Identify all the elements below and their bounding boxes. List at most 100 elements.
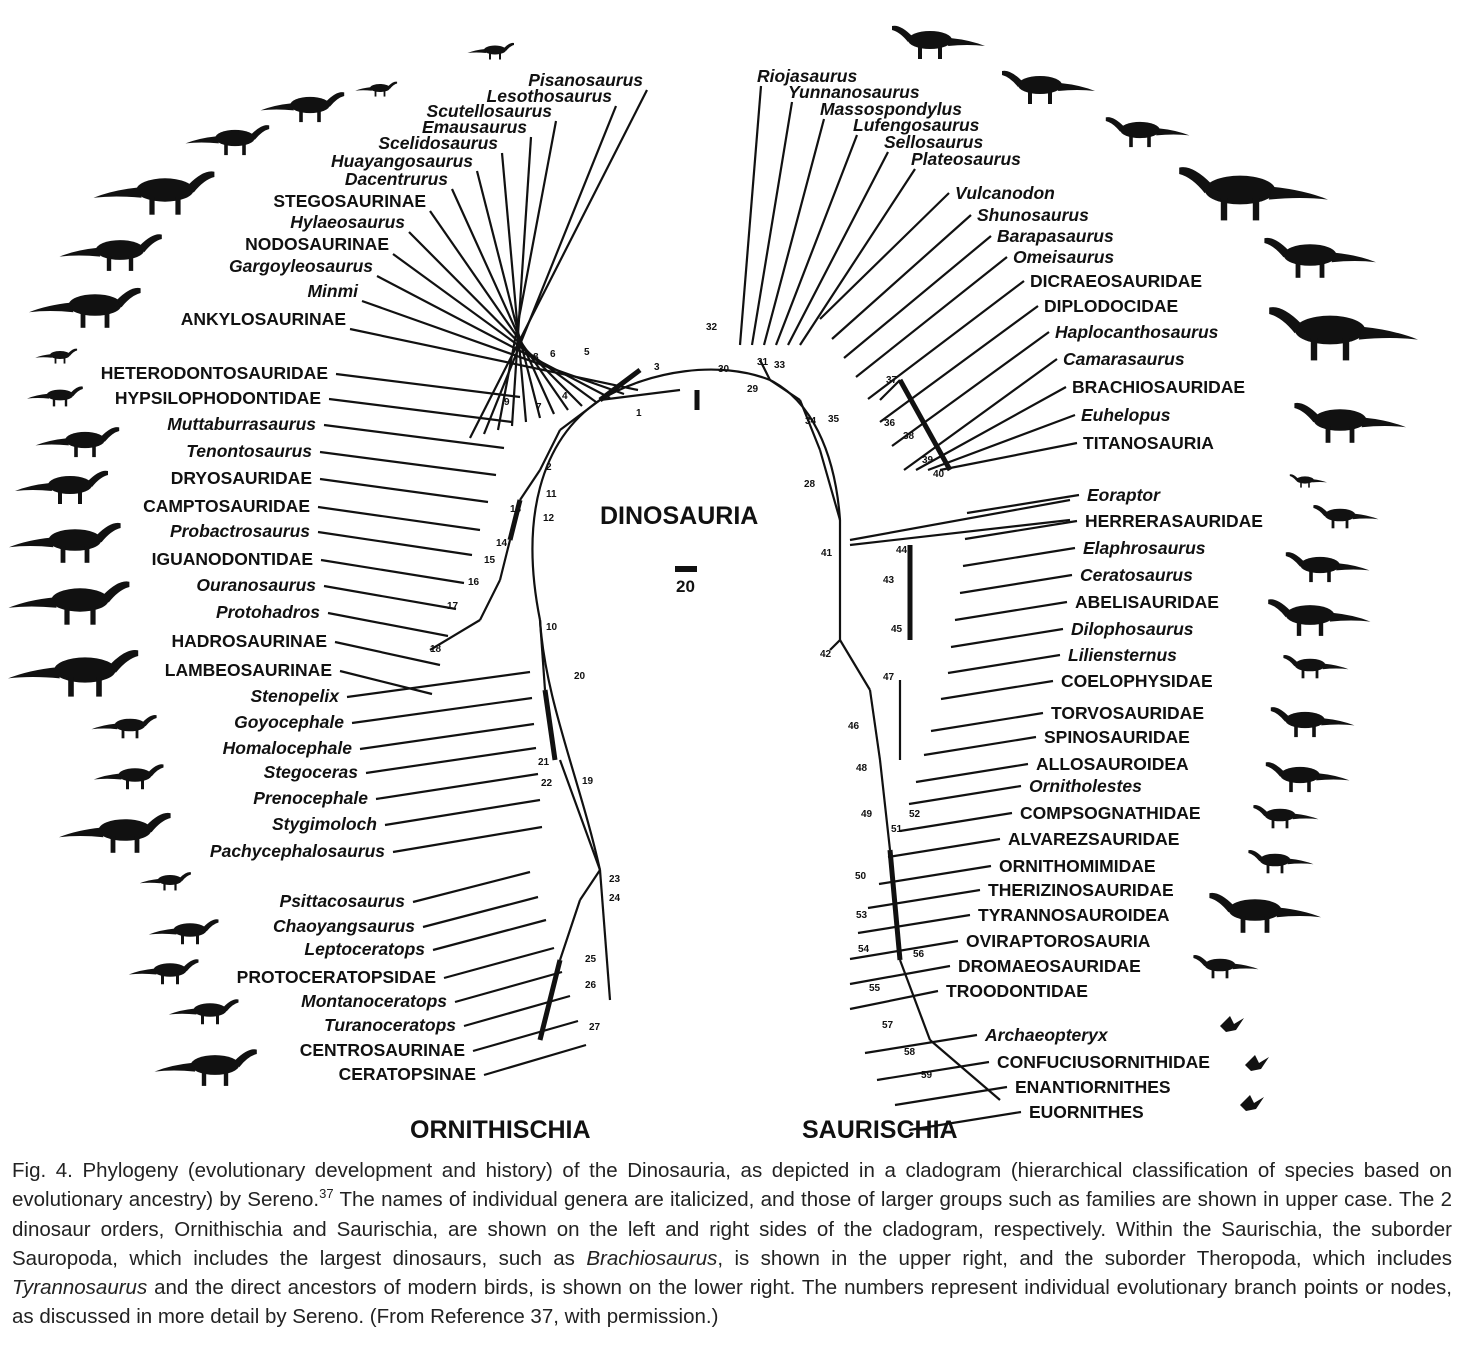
branch-lambeosaurinae bbox=[339, 669, 433, 696]
branch-oviraptorosauria bbox=[849, 939, 959, 961]
taxon-centrosaurinae: CENTROSAURINAE bbox=[300, 1040, 465, 1060]
branch-titanosauria bbox=[939, 441, 1078, 472]
dinosaur-silhouette-icon bbox=[1270, 707, 1355, 738]
branch-euhelopus bbox=[927, 413, 1076, 472]
branch-yunnanosaurus bbox=[750, 101, 794, 346]
branch-leptoceratops bbox=[432, 918, 547, 952]
branch-pachycephalosaurus bbox=[392, 825, 543, 854]
taxon-emausaurus: Emausaurus bbox=[422, 117, 527, 137]
node-12: 12 bbox=[543, 513, 555, 524]
dinosaur-silhouette-icon bbox=[355, 81, 398, 97]
internal-branch bbox=[429, 619, 481, 651]
backbone bbox=[531, 368, 842, 871]
node-27: 27 bbox=[589, 1022, 601, 1033]
order-ornithischia: ORNITHISCHIA bbox=[410, 1116, 591, 1144]
dinosaur-silhouette-icon bbox=[892, 25, 985, 59]
taxon-iguanodontidae: IGUANODONTIDAE bbox=[152, 549, 313, 569]
branch-chaoyangsaurus bbox=[422, 895, 539, 929]
dinosaur-silhouette-icon bbox=[185, 125, 270, 156]
dinosaur-silhouette-icon bbox=[1002, 70, 1095, 104]
node-51: 51 bbox=[891, 824, 903, 835]
internal-branch bbox=[507, 499, 523, 541]
branch-hadrosaurinae bbox=[334, 640, 441, 667]
branch-riojasaurus bbox=[738, 85, 763, 346]
dinosaur-silhouette-icon bbox=[1313, 505, 1379, 529]
dinosaur-silhouette-icon bbox=[1294, 402, 1406, 443]
root-arc bbox=[531, 368, 842, 621]
branch-spinosauridae bbox=[923, 735, 1037, 757]
ornithischia-stem bbox=[538, 619, 602, 871]
node-29: 29 bbox=[747, 384, 759, 395]
internal-branch bbox=[598, 368, 642, 402]
internal-branch bbox=[479, 579, 501, 621]
taxon-enantiornithes: ENANTIORNITHES bbox=[1015, 1077, 1171, 1097]
branch-herrerasauridae bbox=[964, 519, 1078, 541]
dinosaur-silhouette-icon bbox=[139, 872, 191, 891]
taxon-alvarezsauridae: ALVAREZSAURIDAE bbox=[1008, 829, 1179, 849]
branch-massospondylus bbox=[762, 118, 826, 346]
taxon-ornithomimidae: ORNITHOMIMIDAE bbox=[999, 856, 1156, 876]
node-11: 11 bbox=[546, 489, 557, 500]
branch-euornithes bbox=[908, 1110, 1022, 1132]
node-15: 15 bbox=[484, 555, 496, 566]
dinosaur-silhouette-icon bbox=[93, 171, 215, 215]
node-19: 19 bbox=[582, 776, 594, 787]
node-22: 22 bbox=[541, 778, 553, 789]
branch-barapasaurus bbox=[843, 235, 992, 359]
taxon-protoceratopsidae: PROTOCERATOPSIDAE bbox=[237, 967, 436, 987]
taxon-tyrannosauroidea: TYRANNOSAUROIDEA bbox=[978, 905, 1170, 925]
internal-branch bbox=[537, 959, 563, 1041]
node-5: 5 bbox=[584, 347, 590, 358]
taxon-turanoceratops: Turanoceratops bbox=[324, 1015, 456, 1035]
taxon-ankylosaurinae: ANKYLOSAURINAE bbox=[181, 309, 346, 329]
taxon-ceratopsinae: CERATOPSINAE bbox=[339, 1064, 476, 1084]
internal-branch bbox=[868, 689, 882, 761]
node-30: 30 bbox=[718, 364, 730, 375]
dinosaur-silhouette-icon bbox=[1209, 892, 1321, 933]
branch-muttaburrasaurus bbox=[323, 423, 505, 450]
taxon-dromaeosauridae: DROMAEOSAURIDAE bbox=[958, 956, 1141, 976]
dinosaur-silhouette-icon bbox=[1285, 552, 1370, 583]
taxon-ceratosaurus: Ceratosaurus bbox=[1080, 565, 1193, 585]
taxon-brachiosauridae: BRACHIOSAURIDAE bbox=[1072, 377, 1245, 397]
node-24: 24 bbox=[609, 893, 621, 904]
taxon-yunnanosaurus: Yunnanosaurus bbox=[788, 82, 920, 102]
taxon-tenontosaurus: Tenontosaurus bbox=[186, 441, 312, 461]
taxon-herrerasauridae: HERRERASAURIDAE bbox=[1085, 511, 1263, 531]
branch-dilophosaurus bbox=[950, 627, 1064, 649]
branch-montanoceratops bbox=[454, 970, 563, 1004]
taxon-dacentrurus: Dacentrurus bbox=[345, 169, 448, 189]
taxon-ouranosaurus: Ouranosaurus bbox=[196, 575, 316, 595]
taxon-shunosaurus: Shunosaurus bbox=[977, 205, 1089, 225]
node-6: 6 bbox=[550, 349, 556, 360]
branch-scutellosaurus bbox=[496, 120, 558, 431]
node-26: 26 bbox=[585, 980, 597, 991]
branch-ceratosaurus bbox=[959, 573, 1073, 595]
dinosaur-silhouette-icon bbox=[1253, 805, 1319, 829]
branch-psittacosaurus bbox=[412, 870, 531, 904]
taxon-hylaeosaurus: Hylaeosaurus bbox=[290, 212, 405, 232]
taxon-therizinosauridae: THERIZINOSAURIDAE bbox=[988, 880, 1174, 900]
branch-omeisaurus bbox=[855, 256, 1008, 378]
internal-branch bbox=[818, 449, 842, 521]
node-16: 16 bbox=[468, 577, 480, 588]
internal-branch bbox=[759, 359, 771, 381]
node-48: 48 bbox=[856, 763, 868, 774]
taxon-dicraeosauridae: DICRAEOSAURIDAE bbox=[1030, 271, 1202, 291]
dinosaur-silhouette-icon bbox=[1268, 599, 1371, 636]
node-40: 40 bbox=[933, 469, 945, 480]
taxon-muttaburrasaurus: Muttaburrasaurus bbox=[167, 414, 316, 434]
taxon-haplocanthosaurus: Haplocanthosaurus bbox=[1055, 322, 1219, 342]
node-34: 34 bbox=[805, 416, 817, 427]
dinosaur-silhouette-icon bbox=[1289, 474, 1327, 488]
node-31: 31 bbox=[757, 357, 769, 368]
labels-right: RiojasaurusYunnanosaurusMassospondylusLu… bbox=[757, 66, 1263, 1122]
branch-stegoceras bbox=[365, 746, 537, 775]
node-45: 45 bbox=[891, 624, 903, 635]
branch-scelidosaurus bbox=[500, 152, 528, 423]
caption-ref: 37 bbox=[319, 1186, 334, 1202]
internal-branch bbox=[579, 869, 601, 901]
branch-protohadros bbox=[327, 611, 449, 638]
taxon-pisanosaurus: Pisanosaurus bbox=[528, 70, 643, 90]
branch-dicraeosauridae bbox=[867, 280, 1025, 400]
